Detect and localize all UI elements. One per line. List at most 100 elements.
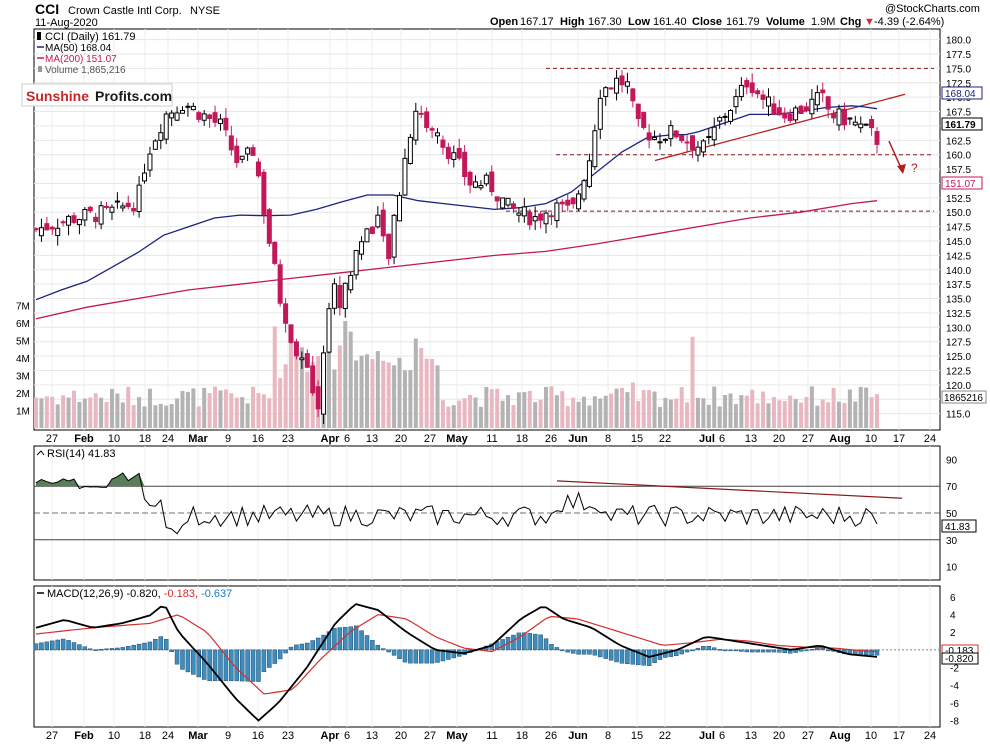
volume-bar xyxy=(196,406,201,428)
volume-bar xyxy=(533,402,538,428)
volume-bar xyxy=(609,393,614,428)
candle-body xyxy=(250,147,256,156)
date-tick-label: Mar xyxy=(188,730,208,742)
date-tick-label: Aug xyxy=(829,730,850,742)
macd-signal-line xyxy=(35,614,878,695)
date-tick-label: 10 xyxy=(108,433,120,445)
date-tick-label: 27 xyxy=(802,730,814,742)
macd-histogram-bar xyxy=(603,649,608,659)
macd-histogram-bar xyxy=(679,649,684,655)
candle-body xyxy=(505,197,511,206)
macd-histogram-bar xyxy=(104,648,109,651)
date-tick-label: 9 xyxy=(225,433,231,445)
date-tick-label: 27 xyxy=(802,433,814,445)
candle-body xyxy=(456,147,462,159)
macd-tick-label: -8 xyxy=(950,717,959,728)
candle-body xyxy=(66,215,72,226)
forecast-arrow-line xyxy=(888,140,902,169)
volume-bar xyxy=(820,399,825,428)
volume-bar xyxy=(370,359,375,428)
candle-body xyxy=(630,88,636,102)
volume-bar xyxy=(332,369,337,428)
candle-body xyxy=(744,80,750,88)
macd-histogram-bar xyxy=(446,649,451,660)
volume-bar xyxy=(251,386,256,428)
price-tick-label: 130.0 xyxy=(946,323,971,334)
date-tick-label: 27 xyxy=(46,730,58,742)
rsi-overbought-fill xyxy=(36,472,877,487)
macd-histogram-bar xyxy=(115,647,120,651)
price-tick-label: 122.5 xyxy=(946,366,971,377)
volume-bar xyxy=(788,395,793,428)
candle-body xyxy=(494,196,500,202)
macd-histogram-bar xyxy=(147,641,153,651)
date-tick-label: May xyxy=(446,730,468,742)
macd-histogram-bar xyxy=(760,649,766,653)
price-tick-label: 145.0 xyxy=(946,237,971,248)
macd-histogram-bar xyxy=(722,649,728,652)
candle-body xyxy=(581,180,587,200)
badge-close-box xyxy=(941,117,983,131)
candle-body xyxy=(98,205,104,225)
date-tick-label: 13 xyxy=(745,730,757,742)
date-tick-label: 24 xyxy=(924,730,936,742)
candle-body xyxy=(858,123,864,129)
rsi-tick-label: 70 xyxy=(946,482,958,493)
low-label: Low xyxy=(628,16,650,28)
volume-bar xyxy=(137,397,142,428)
price-tick-label: 175.0 xyxy=(946,64,971,75)
date-tick-label: 26 xyxy=(545,433,557,445)
volume-bar xyxy=(191,388,196,428)
volume-bar xyxy=(847,389,852,428)
volume-bar xyxy=(245,403,250,428)
volume-bar xyxy=(364,354,369,428)
volume-bar xyxy=(826,402,831,428)
candle-body xyxy=(293,341,299,357)
candle-body xyxy=(831,113,837,119)
macd-histogram-bar xyxy=(863,649,869,656)
candle-body xyxy=(614,77,620,94)
badge-macd: -0.820 xyxy=(945,654,974,665)
macd-histogram-bar xyxy=(538,634,543,651)
candle-body xyxy=(169,112,175,119)
volume-bar xyxy=(240,397,245,428)
candle-body xyxy=(93,216,99,223)
candle-body xyxy=(429,128,435,131)
macd-histogram-bar xyxy=(874,649,880,656)
volume-tick-label: 1M xyxy=(16,406,30,417)
volume-bar xyxy=(305,371,310,428)
macd-histogram-bar xyxy=(516,632,522,651)
candle-body xyxy=(223,117,229,131)
badge-macd-box xyxy=(941,652,979,665)
macd-histogram-bar xyxy=(527,633,532,651)
macd-histogram-bar xyxy=(500,639,505,651)
volume-tick-label: 6M xyxy=(16,319,30,330)
volume-bar xyxy=(706,404,711,428)
macd-histogram-bar xyxy=(733,649,739,652)
macd-histogram-bar xyxy=(50,640,55,651)
macd-histogram-bar xyxy=(565,649,570,653)
macd-histogram-bar xyxy=(532,633,538,651)
volume-bar xyxy=(299,347,304,428)
volume-bar xyxy=(750,389,755,428)
macd-histogram-bar xyxy=(55,639,60,651)
macd-line xyxy=(35,603,878,722)
candle-body xyxy=(76,219,82,226)
macd-histogram-bar xyxy=(560,649,565,652)
candle-body xyxy=(71,215,77,223)
volume-bar xyxy=(554,395,559,428)
badge-close: 161.79 xyxy=(945,120,976,131)
candles-layer xyxy=(33,70,880,425)
candle-body xyxy=(565,199,571,206)
macd-histogram-bar xyxy=(820,648,825,651)
candle-body xyxy=(163,113,169,140)
candle-body xyxy=(619,75,625,86)
candle-body xyxy=(125,202,131,207)
date-tick-label: 13 xyxy=(366,433,378,445)
volume-bar xyxy=(728,393,733,428)
badge-rsi: 41.83 xyxy=(945,522,970,533)
macd-histogram-bar xyxy=(88,648,93,651)
date-tick-label: 24 xyxy=(162,433,174,445)
candle-body xyxy=(397,194,403,222)
macd-tick-label: 4 xyxy=(950,611,956,622)
